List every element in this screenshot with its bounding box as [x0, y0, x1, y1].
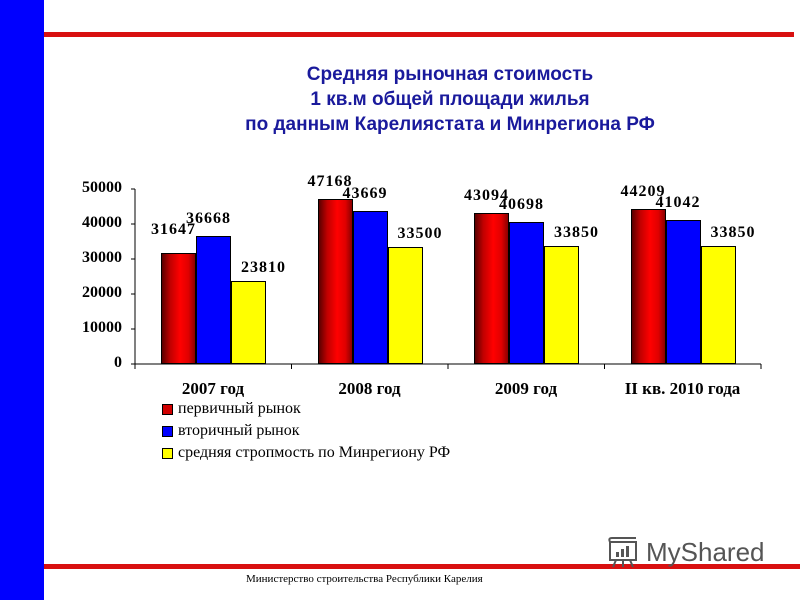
- chart-legend: первичный рынок вторичный рынок средняя ст…: [162, 398, 450, 464]
- x-category-label: 2009 год: [494, 379, 558, 398]
- title-line-3: по данным Карелиястата и Минрегиона РФ: [245, 114, 655, 135]
- data-label: 33850: [554, 223, 599, 241]
- data-label: 43669: [342, 185, 388, 203]
- legend-swatch: [162, 403, 173, 415]
- bar-red: [630, 209, 666, 364]
- watermark-text: MyShared: [646, 536, 765, 567]
- x-category-label: II кв. 2010 года: [624, 379, 741, 398]
- data-label: 36668: [186, 209, 231, 227]
- data-label: 40698: [499, 195, 544, 213]
- y-tick-label: 0: [114, 354, 122, 371]
- data-label: 33500: [397, 224, 443, 242]
- legend-label: средняя стропмость по Минрегиону РФ: [178, 444, 451, 461]
- legend-item: вторичный рынок: [162, 420, 450, 442]
- bar-red: [317, 198, 353, 364]
- bar-yellow: [700, 245, 736, 364]
- slide-title: Средняя рыночная стоимость 1 кв.м общей …: [150, 62, 750, 137]
- x-category-label: 2008 год: [338, 379, 401, 398]
- left-accent-bar: [0, 0, 44, 600]
- y-tick-label: 30000: [82, 249, 122, 266]
- data-label: 43094: [464, 187, 509, 205]
- bar-blue: [196, 235, 231, 364]
- x-category-label: 2007 год: [181, 379, 245, 398]
- data-label: 47168: [307, 172, 353, 190]
- footer-text: Министерство строительства Республики Ка…: [246, 573, 483, 585]
- legend-item: средняя стропмость по Минрегиону РФ: [162, 442, 450, 464]
- bar-blue: [509, 221, 544, 364]
- bar-blue: [352, 211, 388, 364]
- data-label: 23810: [241, 258, 286, 276]
- title-line-1: Средняя рыночная стоимость: [306, 64, 594, 85]
- legend-swatch: [162, 447, 173, 459]
- data-label: 31647: [151, 221, 196, 239]
- bar-yellow: [231, 280, 266, 364]
- bottom-rule: [44, 564, 800, 569]
- y-tick-label: 10000: [82, 319, 122, 336]
- bar-yellow: [544, 245, 579, 364]
- bar-yellow: [387, 246, 423, 364]
- title-line-2: 1 кв.м общей площади жилья: [310, 89, 590, 110]
- presentation-icon: [608, 537, 637, 568]
- legend-label: первичный рынок: [178, 400, 301, 417]
- y-tick-label: 40000: [82, 214, 122, 231]
- bar-red: [474, 213, 509, 364]
- watermark: MyShared: [606, 536, 765, 568]
- y-tick-label: 20000: [82, 284, 122, 301]
- bar-red: [161, 253, 196, 364]
- bar-blue: [665, 220, 701, 364]
- legend-item: первичный рынок: [162, 398, 450, 420]
- data-label: 33850: [710, 223, 756, 241]
- legend-swatch: [162, 425, 173, 437]
- y-tick-label: 50000: [82, 179, 122, 196]
- legend-label: вторичный рынок: [178, 422, 300, 439]
- data-label: 44209: [620, 183, 666, 201]
- data-label: 41042: [655, 194, 701, 212]
- top-rule: [44, 32, 794, 37]
